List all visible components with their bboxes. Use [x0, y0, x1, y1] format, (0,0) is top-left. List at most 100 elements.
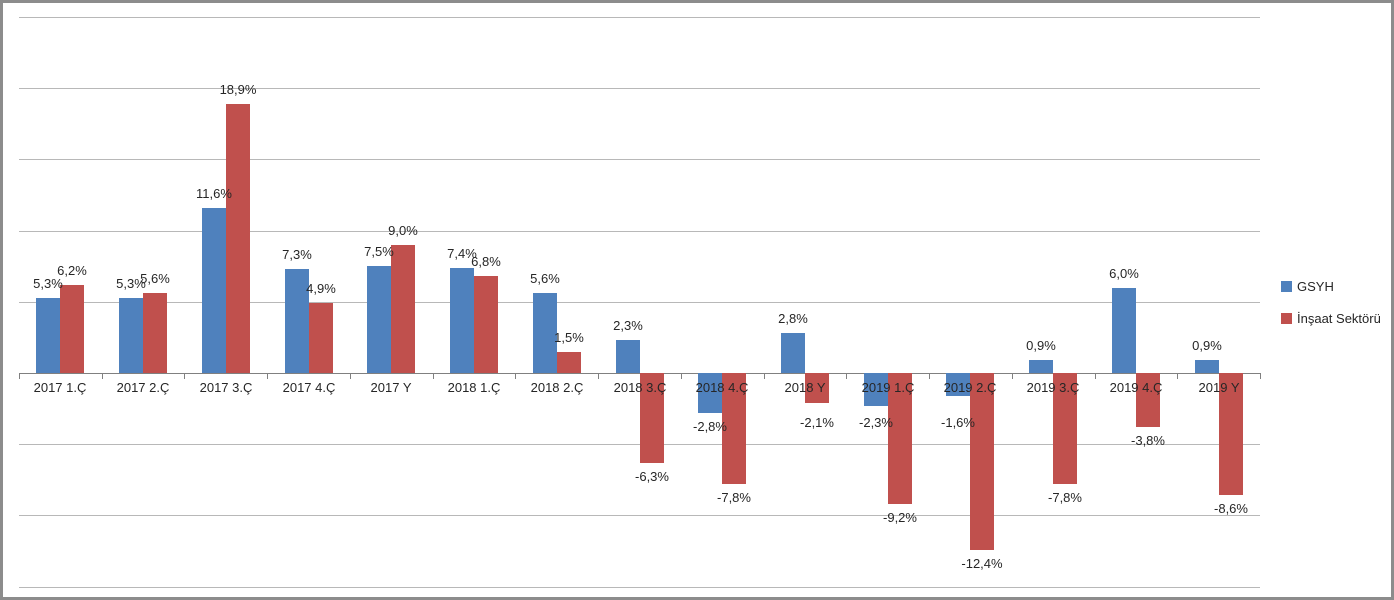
gsyh-bar [616, 340, 640, 373]
axis-tick [929, 373, 930, 379]
data-label: 9,0% [388, 223, 418, 238]
data-label: -2,8% [693, 419, 727, 434]
data-label: -7,8% [717, 490, 751, 505]
data-label: 5,3% [33, 276, 63, 291]
insaat-bar [60, 285, 84, 373]
category-label: 2018 1.Ç [447, 380, 501, 395]
data-label: -8,6% [1214, 501, 1248, 516]
category-label: 2018 3.Ç [613, 380, 667, 395]
data-label: 5,3% [116, 276, 146, 291]
gridline [19, 17, 1260, 18]
insaat-bar [309, 303, 333, 373]
axis-tick [267, 373, 268, 379]
data-label: 5,6% [530, 271, 560, 286]
gsyh-legend-label: GSYH [1297, 279, 1334, 294]
insaat-bar [474, 276, 498, 373]
gridline [19, 515, 1260, 516]
gridline [19, 444, 1260, 445]
insaat-bar [557, 352, 581, 373]
data-label: 6,8% [471, 254, 501, 269]
data-label: 0,9% [1026, 338, 1056, 353]
data-label: 6,2% [57, 263, 87, 278]
gsyh-bar [864, 373, 888, 406]
data-label: -1,6% [941, 415, 975, 430]
gsyh-bar [202, 208, 226, 373]
legend-item-insaat: İnşaat Sektörü [1281, 311, 1381, 326]
axis-tick [1095, 373, 1096, 379]
axis-tick [598, 373, 599, 379]
data-label: 0,9% [1192, 338, 1222, 353]
gridline [19, 159, 1260, 160]
insaat-legend-label: İnşaat Sektörü [1297, 311, 1381, 326]
axis-tick [433, 373, 434, 379]
axis-tick [764, 373, 765, 379]
plot-area: 2017 1.Ç 2017 2.Ç 2017 3.Ç 2017 4.Ç 2017 Y 20… [3, 3, 1391, 597]
category-label: 2019 4.Ç [1109, 380, 1163, 395]
insaat-bar [970, 373, 994, 550]
gsyh-legend-swatch [1281, 281, 1292, 292]
gridline [19, 302, 1260, 303]
insaat-bar [640, 373, 664, 463]
insaat-bar [143, 293, 167, 373]
axis-tick [1177, 373, 1178, 379]
axis-tick [846, 373, 847, 379]
gsyh-bar [367, 266, 391, 373]
category-label: 2017 4.Ç [282, 380, 336, 395]
gridline [19, 231, 1260, 232]
insaat-bar [805, 373, 829, 403]
category-label: 2017 Y [370, 380, 412, 395]
insaat-bar [888, 373, 912, 504]
data-label: 18,9% [219, 82, 257, 97]
data-label: 4,9% [306, 281, 336, 296]
category-label: 2017 2.Ç [116, 380, 170, 395]
gsyh-bar [781, 333, 805, 373]
data-label: 2,3% [613, 318, 643, 333]
data-label: -3,8% [1131, 433, 1165, 448]
axis-tick [102, 373, 103, 379]
data-label: 2,8% [778, 311, 808, 326]
axis-tick [1260, 373, 1261, 379]
insaat-bar [1219, 373, 1243, 495]
data-label: 7,4% [447, 246, 477, 261]
x-axis-line [19, 373, 1260, 374]
axis-tick [515, 373, 516, 379]
category-label: 2019 1.Ç [861, 380, 915, 395]
data-label: 5,6% [140, 271, 170, 286]
category-label: 2019 2.Ç [943, 380, 997, 395]
gsyh-bar [1195, 360, 1219, 373]
data-label: -9,2% [883, 510, 917, 525]
category-label: 2018 2.Ç [530, 380, 584, 395]
gridline [19, 88, 1260, 89]
data-label: 7,5% [364, 244, 394, 259]
insaat-bar [722, 373, 746, 484]
data-label: -6,3% [635, 469, 669, 484]
gridline [19, 587, 1260, 588]
category-label: 2017 1.Ç [33, 380, 87, 395]
legend: GSYH İnşaat Sektörü [1281, 279, 1381, 343]
insaat-legend-swatch [1281, 313, 1292, 324]
category-label: 2017 3.Ç [199, 380, 253, 395]
gsyh-bar [285, 269, 309, 373]
axis-tick [1012, 373, 1013, 379]
data-label: -2,3% [859, 415, 893, 430]
gsyh-bar [450, 268, 474, 373]
axis-tick [681, 373, 682, 379]
data-label: -2,1% [800, 415, 834, 430]
insaat-bar [226, 104, 250, 373]
legend-item-gsyh: GSYH [1281, 279, 1381, 294]
insaat-bar [391, 245, 415, 373]
data-label: 6,0% [1109, 266, 1139, 281]
gsyh-bar [533, 293, 557, 373]
gsyh-bar [36, 298, 60, 373]
gsyh-bar [1112, 288, 1136, 373]
data-label: 1,5% [554, 330, 584, 345]
data-label: 7,3% [282, 247, 312, 262]
gsyh-bar [1029, 360, 1053, 373]
data-label: 11,6% [196, 186, 232, 201]
category-label: 2019 Y [1198, 380, 1240, 395]
insaat-bar [1053, 373, 1077, 484]
data-label: -7,8% [1048, 490, 1082, 505]
axis-tick [350, 373, 351, 379]
axis-tick [19, 373, 20, 379]
